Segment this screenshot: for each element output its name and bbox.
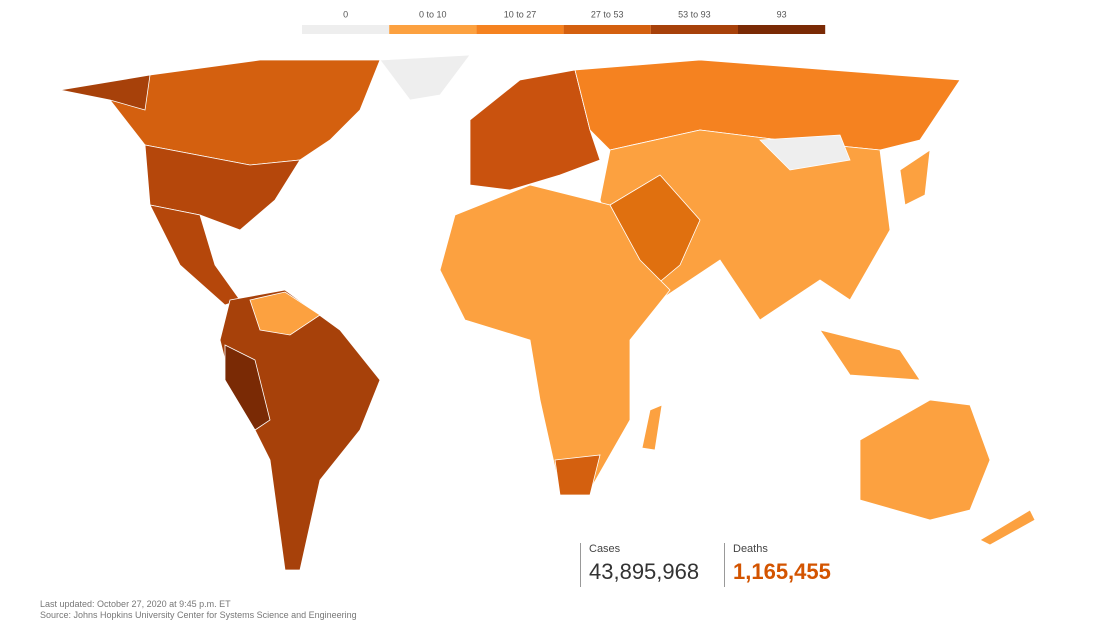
stat-label: Deaths [733,543,768,555]
legend: 0 0 to 10 10 to 27 27 to 53 53 to 93 93 [302,9,826,34]
last-updated: Last updated: October 27, 2020 at 9:45 p… [40,599,231,609]
legend-label: 10 to 27 [504,9,537,19]
legend-swatch [389,25,477,34]
legend-label: 93 [777,9,787,19]
alaska [59,74,151,111]
japan [899,149,931,206]
south-america [219,289,381,571]
russia [574,59,961,151]
stat-value: 43,895,968 [589,559,700,584]
legend-swatch [738,25,826,34]
canada [59,59,381,166]
legend-swatch [302,25,390,34]
venezuela [249,291,321,336]
greenland [379,54,471,101]
legend-label: 0 [343,9,348,19]
cases-stat: Cases 43,895,968 [580,543,699,587]
south-africa [554,454,601,496]
mongolia [759,134,851,171]
madagascar [641,404,663,451]
stat-label: Cases [589,543,621,555]
peru [224,344,271,431]
legend-label: 27 to 53 [591,9,624,19]
source: Source: Johns Hopkins University Center … [40,610,357,620]
legend-swatch [476,25,564,34]
europe [469,69,601,191]
stat-value: 1,165,455 [733,559,831,584]
legend-swatch [563,25,651,34]
africa [439,184,671,491]
legend-swatch [650,25,738,34]
australia [859,399,991,521]
indonesia [819,329,921,381]
legend-label: 0 to 10 [419,9,447,19]
new-zealand [979,509,1036,546]
countries [59,54,1036,571]
legend-label: 53 to 93 [678,9,711,19]
deaths-stat: Deaths 1,165,455 [724,543,831,587]
